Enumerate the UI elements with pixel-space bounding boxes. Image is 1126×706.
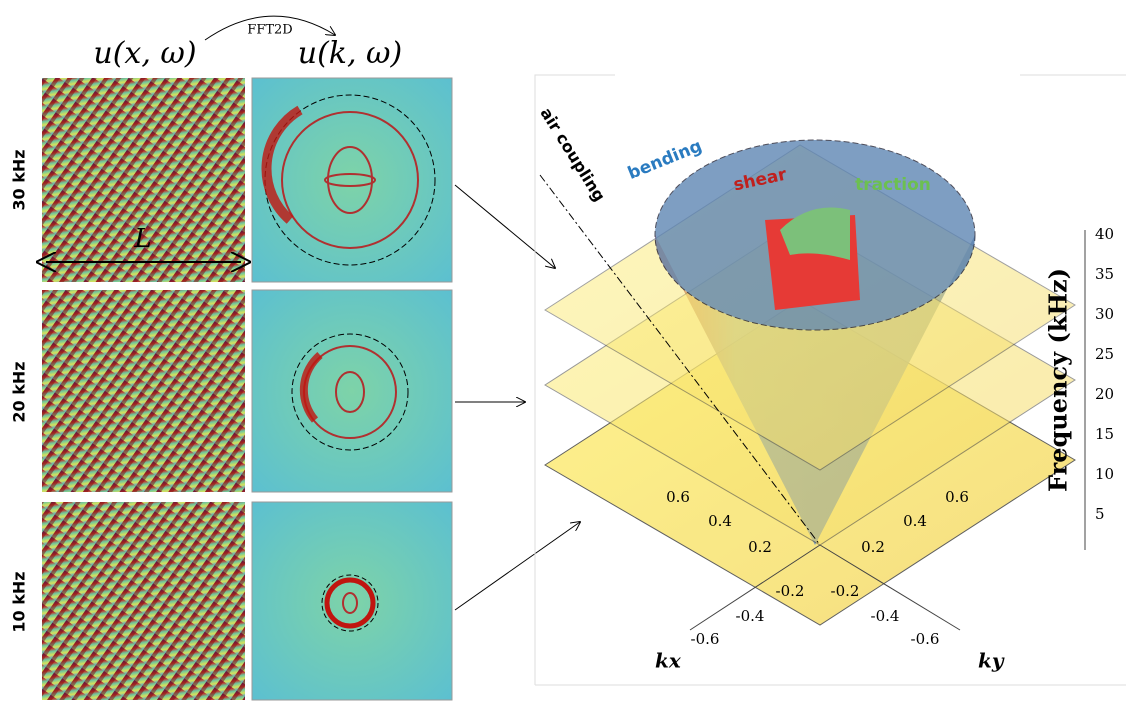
arrow — [455, 185, 555, 268]
spatial-panel — [42, 290, 245, 492]
tick-label: 30 — [1095, 305, 1114, 323]
tick-label: 40 — [1095, 225, 1114, 243]
tick-label: 25 — [1095, 345, 1114, 363]
ky-label: ky — [978, 649, 1005, 673]
kx-label: kx — [655, 649, 682, 673]
spatial-panel — [42, 502, 245, 700]
spectrum-panel — [252, 502, 452, 700]
row-label: 20 kHz — [10, 361, 29, 422]
tick-label: 0.2 — [748, 538, 772, 556]
tick-label: 15 — [1095, 425, 1114, 443]
length-label: L — [133, 224, 151, 254]
tick-label: -0.6 — [691, 630, 720, 648]
panels — [42, 78, 452, 700]
right-title: u(k, ω) — [298, 36, 402, 71]
tick-label: -0.2 — [831, 582, 860, 600]
tick-label: -0.4 — [736, 607, 765, 625]
freq-label: Frequency (kHz) — [1044, 268, 1073, 492]
transform-label: FFT2D — [247, 23, 292, 38]
row-label: 30 kHz — [10, 149, 29, 210]
tick-label: 20 — [1095, 385, 1114, 403]
annotation: air coupling — [536, 104, 609, 205]
tick-label: 0.2 — [861, 538, 885, 556]
tick-label: 35 — [1095, 265, 1114, 283]
tick-label: 5 — [1095, 505, 1105, 523]
tick-label: 0.6 — [666, 488, 690, 506]
left-title: u(x, ω) — [93, 36, 196, 71]
tick-label: -0.6 — [911, 630, 940, 648]
tick-label: 10 — [1095, 465, 1114, 483]
annotation: traction — [855, 175, 931, 195]
tick-label: 0.6 — [945, 488, 969, 506]
figure: u(x, ω) FFT2D u(k, ω) 30 kHz 20 kHz 10 k… — [0, 0, 1126, 702]
row-label: 10 kHz — [10, 571, 29, 632]
tick-label: 0.4 — [903, 512, 927, 530]
tick-label: -0.2 — [776, 582, 805, 600]
arrow — [455, 522, 580, 610]
tick-label: -0.4 — [871, 607, 900, 625]
spectrum-panel — [252, 290, 452, 492]
tick-label: 0.4 — [708, 512, 732, 530]
